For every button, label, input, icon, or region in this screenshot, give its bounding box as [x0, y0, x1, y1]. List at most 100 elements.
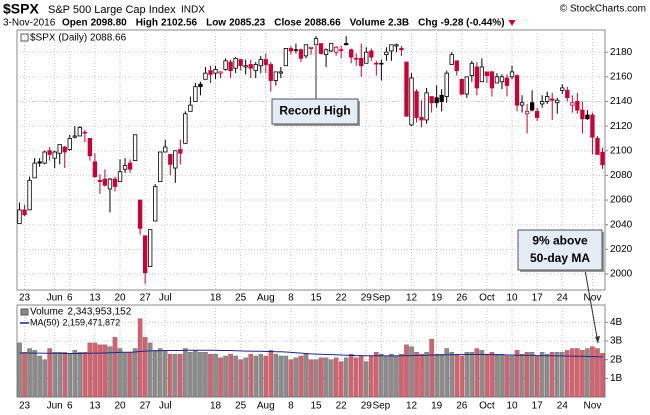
x-tick-label: 8 — [288, 401, 294, 412]
quote-value: 2098.80 — [91, 18, 128, 29]
candle-body — [429, 96, 434, 104]
candle-body — [92, 161, 98, 178]
candle-body — [509, 71, 515, 78]
volume-bar — [233, 355, 238, 398]
volume-bar — [549, 352, 555, 398]
candle-body — [218, 71, 223, 74]
candle-body — [158, 151, 163, 182]
x-tick-label: 27 — [140, 401, 152, 412]
candle-body — [489, 71, 495, 89]
volume-bar — [539, 352, 545, 398]
candle-body — [600, 151, 605, 166]
x-tick-label: Aug — [257, 401, 275, 412]
volume-bar — [22, 352, 27, 398]
candle-body — [238, 59, 243, 67]
x-tick-label: 26 — [456, 293, 468, 304]
candle-body — [308, 46, 314, 49]
candle-body — [394, 44, 399, 47]
volume-bar — [424, 352, 429, 398]
volume-bar — [328, 359, 334, 398]
candle-body — [288, 48, 294, 52]
x-tick-label: 20 — [114, 401, 126, 412]
volume-bar — [298, 355, 304, 398]
y-tick-label: 2140 — [610, 96, 633, 107]
quote-label: Low — [206, 18, 226, 29]
volume-bar — [17, 342, 22, 398]
volume-bar — [193, 350, 198, 398]
candle-body — [323, 49, 329, 56]
x-tick-label: 10 — [506, 401, 518, 412]
y-tick-label: 2040 — [610, 219, 633, 230]
candle-body — [117, 171, 123, 182]
quote-label: High — [136, 18, 158, 29]
volume-bar — [529, 352, 535, 398]
candle-body — [344, 43, 349, 46]
candle-body — [112, 178, 118, 187]
volume-bar — [474, 348, 480, 398]
x-tick-label: 20 — [114, 293, 126, 304]
candle-body — [585, 114, 590, 120]
candle-body — [293, 49, 299, 51]
candle-body — [132, 134, 138, 162]
volume-bar — [404, 344, 409, 398]
candle-body — [248, 64, 253, 69]
change-arrow — [508, 20, 516, 26]
annotation-box — [271, 98, 359, 125]
y-tick-label: 2080 — [610, 170, 633, 181]
volume-bar — [524, 352, 530, 398]
x-tick-label: Sep — [372, 293, 390, 304]
quote-value: 2102.56 — [161, 18, 198, 29]
volume-bar — [353, 357, 359, 398]
y-tick-label: 2000 — [610, 269, 633, 280]
quote-value: -9.28 (-0.44%) — [441, 18, 505, 29]
candle-body — [208, 70, 213, 75]
volume-bar — [188, 352, 193, 398]
candle-body — [459, 78, 464, 95]
quote-label: Chg — [418, 18, 437, 29]
x-tick-label: 15 — [310, 401, 322, 412]
volume-bar — [37, 355, 42, 398]
quote-label: Volume — [350, 18, 386, 29]
volume-bar — [454, 353, 460, 398]
candle-body — [565, 89, 570, 99]
candle-body — [153, 186, 158, 222]
x-tick-label: Oct — [479, 401, 495, 412]
candle-body — [168, 154, 173, 165]
annotation-text: Record High — [279, 104, 350, 118]
volume-bar — [560, 352, 565, 398]
x-tick-label: 23 — [19, 293, 31, 304]
volume-bar — [358, 355, 364, 398]
candle-body — [67, 138, 72, 150]
candle-body — [258, 59, 263, 67]
volume-bar — [263, 355, 269, 398]
x-tick-label: 27 — [140, 293, 152, 304]
volume-bar — [308, 359, 314, 398]
candle-body — [32, 162, 37, 179]
quote-date: 3-Nov-2016 — [3, 18, 56, 29]
volume-bar — [544, 353, 550, 398]
volume-bar — [348, 353, 354, 398]
candle-body — [268, 64, 273, 81]
volume-bar — [268, 350, 274, 398]
candle-body — [97, 179, 103, 182]
volume-bar — [243, 357, 248, 398]
y-tick-label: 2060 — [610, 195, 633, 206]
candle-body — [399, 48, 404, 51]
volume-bar — [374, 352, 379, 398]
volume-bar — [248, 353, 253, 398]
x-tick-label: 19 — [431, 293, 443, 304]
candle-body — [318, 43, 324, 54]
volume-bar — [112, 337, 118, 398]
volume-legend-value: 2,343,953,152 — [67, 307, 131, 318]
volume-bar — [459, 355, 465, 398]
candle-body — [444, 72, 449, 97]
candle-body — [449, 54, 454, 65]
volume-bar — [514, 350, 520, 398]
candle-body — [142, 235, 148, 274]
y-tick-label: 2160 — [610, 71, 633, 82]
candle-body — [122, 165, 128, 170]
candle-body — [72, 135, 77, 138]
volume-bar — [399, 353, 404, 398]
candle-body — [303, 44, 309, 57]
